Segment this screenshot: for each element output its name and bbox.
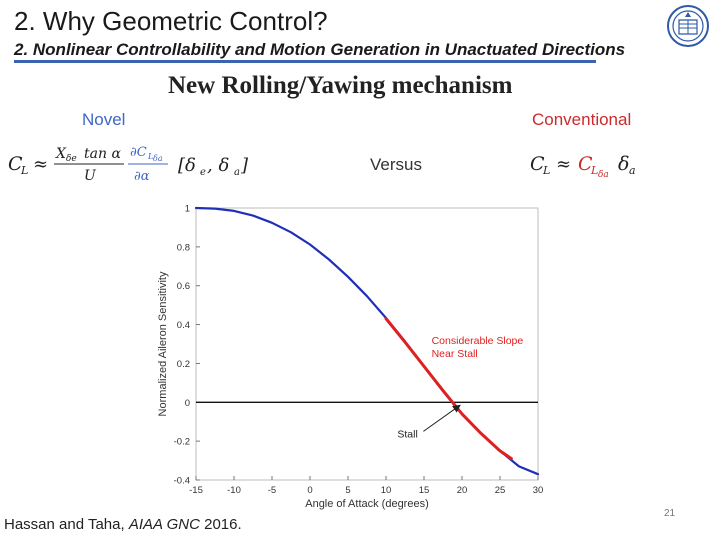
conventional-label: Conventional (532, 110, 632, 129)
svg-text:L: L (590, 164, 598, 177)
x-tick-label-6: 15 (419, 485, 430, 496)
svg-text:a: a (629, 164, 636, 177)
annotation-stall: Stall (397, 428, 417, 440)
svg-text:[δ: [δ (178, 155, 196, 176)
svg-text:C: C (578, 153, 593, 175)
svg-text:tan α: tan α (84, 146, 121, 162)
svg-text:δa: δa (153, 154, 163, 163)
svg-text:]: ] (240, 155, 249, 176)
y-tick-label-1: -0.2 (174, 437, 190, 448)
citation-authors: Hassan and Taha, (4, 516, 129, 533)
y-axis-label: Normalized Aileron Sensitivity (157, 271, 169, 416)
svg-text:δa: δa (598, 170, 609, 180)
slide-title: 2. Why Geometric Control? (14, 6, 328, 36)
stall-arrow (423, 404, 461, 432)
svg-text:e: e (200, 167, 206, 178)
y-tick-label-4: 0.4 (177, 320, 190, 331)
y-tick-label-6: 0.8 (177, 242, 190, 253)
svg-text:, δ: , δ (207, 155, 229, 176)
x-tick-label-5: 10 (381, 485, 392, 496)
svg-text:L: L (20, 164, 28, 177)
svg-text:X: X (55, 146, 67, 162)
y-tick-label-7: 1 (185, 204, 190, 215)
svg-text:δ: δ (618, 153, 629, 175)
y-tick-label-0: -0.4 (174, 476, 190, 487)
aileron-sensitivity-chart: -0.4 -0.2 0 0.2 0.4 0.6 0.8 1 -15 -10 -5 0 5 10 15 20 25… (157, 204, 544, 511)
svg-text:U: U (84, 168, 97, 184)
x-tick-label-7: 20 (457, 485, 468, 496)
mechanism-heading: New Rolling/Yawing mechanism (168, 72, 513, 99)
page-number: 21 (664, 508, 676, 519)
x-tick-label-2: -5 (268, 485, 276, 496)
university-seal-icon (667, 5, 709, 47)
svg-text:≈: ≈ (33, 154, 48, 175)
title-divider (14, 60, 596, 63)
x-tick-label-0: -15 (189, 485, 203, 496)
x-tick-label-9: 30 (533, 485, 544, 496)
svg-text:L: L (147, 152, 153, 161)
svg-text:C: C (530, 153, 545, 175)
svg-text:L: L (542, 164, 550, 177)
x-tick-label-1: -10 (227, 485, 241, 496)
svg-text:∂C: ∂C (130, 145, 147, 160)
annotation-slope-line2: Near Stall (432, 348, 478, 360)
x-tick-label-8: 25 (495, 485, 506, 496)
citation: Hassan and Taha, AIAA GNC 2016. (4, 516, 242, 533)
svg-text:≈: ≈ (556, 154, 571, 175)
y-tick-label-2: 0 (185, 398, 190, 409)
y-tick-label-5: 0.6 (177, 281, 190, 292)
svg-text:C: C (8, 153, 23, 175)
citation-venue: AIAA GNC (128, 516, 200, 533)
series-line-1 (384, 317, 513, 461)
y-tick-label-3: 0.2 (177, 359, 190, 370)
x-tick-label-4: 5 (345, 485, 350, 496)
versus-label: Versus (370, 155, 422, 174)
svg-text:a: a (234, 167, 240, 178)
x-tick-label-3: 0 (307, 485, 312, 496)
svg-text:∂α: ∂α (134, 169, 150, 184)
annotation-slope-line1: Considerable Slope (432, 335, 524, 347)
x-axis-label: Angle of Attack (degrees) (305, 498, 429, 510)
slide-subtitle: 2. Nonlinear Controllability and Motion … (14, 40, 626, 59)
novel-label: Novel (82, 110, 126, 129)
citation-year: 2016. (199, 516, 242, 533)
svg-text:δe: δe (66, 154, 77, 164)
novel-equation: C L ≈ X δe tan α U ∂C L δa ∂α [δ e , δ a… (8, 145, 249, 184)
conventional-equation: C L ≈ C L δa δ a (530, 153, 636, 180)
